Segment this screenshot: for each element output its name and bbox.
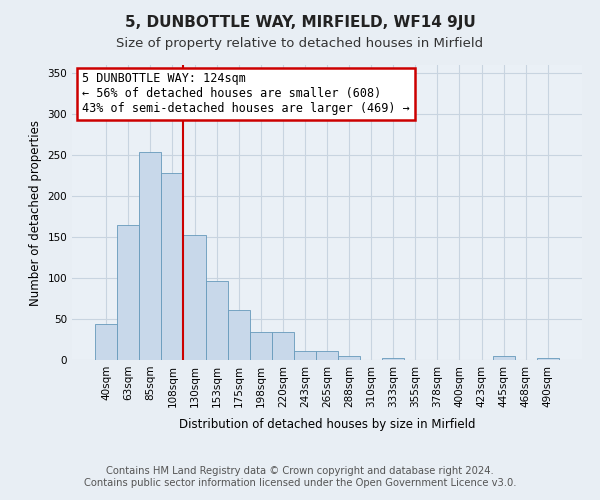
Bar xyxy=(161,173,184,360)
Bar xyxy=(117,225,139,360)
Bar xyxy=(139,152,161,360)
Bar xyxy=(294,351,316,360)
Bar xyxy=(95,324,117,360)
Bar xyxy=(184,236,206,360)
Bar xyxy=(316,351,338,360)
Text: Contains HM Land Registry data © Crown copyright and database right 2024.
Contai: Contains HM Land Registry data © Crown c… xyxy=(84,466,516,487)
Bar xyxy=(227,310,250,360)
X-axis label: Distribution of detached houses by size in Mirfield: Distribution of detached houses by size … xyxy=(179,418,475,431)
Bar xyxy=(493,356,515,360)
Bar xyxy=(206,282,227,360)
Text: 5, DUNBOTTLE WAY, MIRFIELD, WF14 9JU: 5, DUNBOTTLE WAY, MIRFIELD, WF14 9JU xyxy=(125,15,475,30)
Bar xyxy=(338,356,360,360)
Bar xyxy=(382,358,404,360)
Y-axis label: Number of detached properties: Number of detached properties xyxy=(29,120,42,306)
Bar xyxy=(537,358,559,360)
Bar xyxy=(272,332,294,360)
Bar xyxy=(250,332,272,360)
Text: 5 DUNBOTTLE WAY: 124sqm
← 56% of detached houses are smaller (608)
43% of semi-d: 5 DUNBOTTLE WAY: 124sqm ← 56% of detache… xyxy=(82,72,410,116)
Text: Size of property relative to detached houses in Mirfield: Size of property relative to detached ho… xyxy=(116,38,484,51)
